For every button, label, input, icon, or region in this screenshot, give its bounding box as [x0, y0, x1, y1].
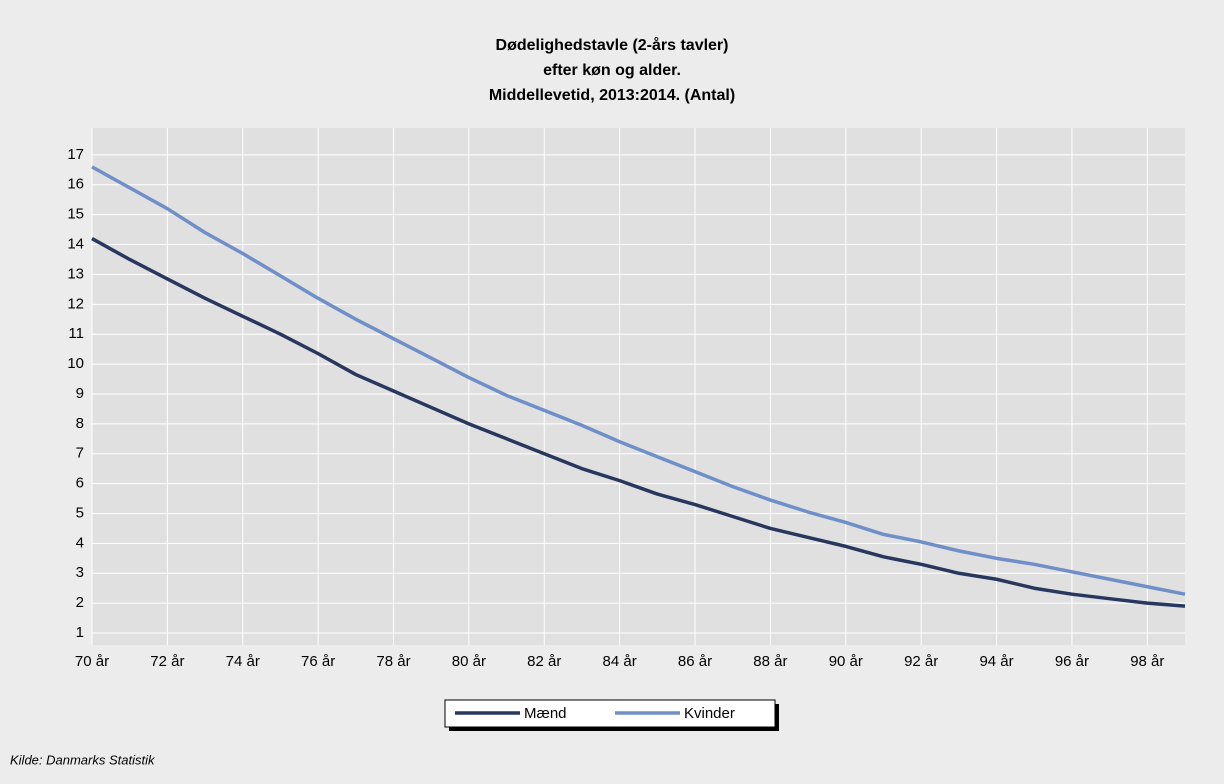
- legend-label: Kvinder: [684, 705, 735, 722]
- y-tick-label: 3: [76, 564, 84, 581]
- chart-title: Middellevetid, 2013:2014. (Antal): [489, 87, 735, 104]
- y-tick-label: 8: [76, 415, 84, 432]
- y-tick-label: 7: [76, 445, 84, 462]
- chart-title: Dødelighedstavle (2-års tavler): [496, 36, 729, 54]
- x-tick-label: 96 år: [1055, 653, 1089, 670]
- x-tick-label: 94 år: [979, 653, 1013, 670]
- y-tick-label: 10: [67, 355, 84, 372]
- line-series: [91, 237, 1186, 608]
- x-tick-label: 82 år: [527, 653, 561, 670]
- x-tick-label: 70 år: [75, 653, 109, 670]
- x-tick-label: 90 år: [829, 653, 863, 670]
- x-tick-label: 74 år: [226, 653, 260, 670]
- y-tick-label: 1: [76, 624, 84, 641]
- x-tick-label: 88 år: [753, 653, 787, 670]
- plot-area: [92, 128, 1185, 645]
- y-tick-label: 4: [76, 534, 84, 551]
- y-tick-label: 13: [67, 265, 84, 282]
- x-tick-label: 80 år: [452, 653, 486, 670]
- y-tick-label: 14: [67, 236, 84, 253]
- y-tick-label: 12: [67, 295, 84, 312]
- x-tick-label: 76 år: [301, 653, 335, 670]
- x-tick-label: 86 år: [678, 653, 712, 670]
- y-tick-label: 11: [68, 325, 84, 342]
- line-series: [91, 165, 1186, 596]
- y-tick-label: 2: [76, 594, 84, 611]
- source: Kilde: Danmarks Statistik: [10, 752, 156, 767]
- y-tick-label: 6: [76, 475, 84, 492]
- x-tick-label: 98 år: [1130, 653, 1164, 670]
- x-tick-label: 84 år: [603, 653, 637, 670]
- y-tick-label: 5: [76, 504, 84, 521]
- y-tick-label: 9: [76, 385, 84, 402]
- x-tick-label: 92 år: [904, 653, 938, 670]
- y-tick-label: 17: [67, 146, 84, 163]
- y-tick-label: 15: [67, 206, 84, 223]
- legend-label: Mænd: [524, 705, 567, 722]
- chart-title: efter køn og alder.: [543, 62, 681, 79]
- y-tick-label: 16: [67, 176, 84, 193]
- x-tick-label: 72 år: [150, 653, 184, 670]
- x-tick-label: 78 år: [376, 653, 410, 670]
